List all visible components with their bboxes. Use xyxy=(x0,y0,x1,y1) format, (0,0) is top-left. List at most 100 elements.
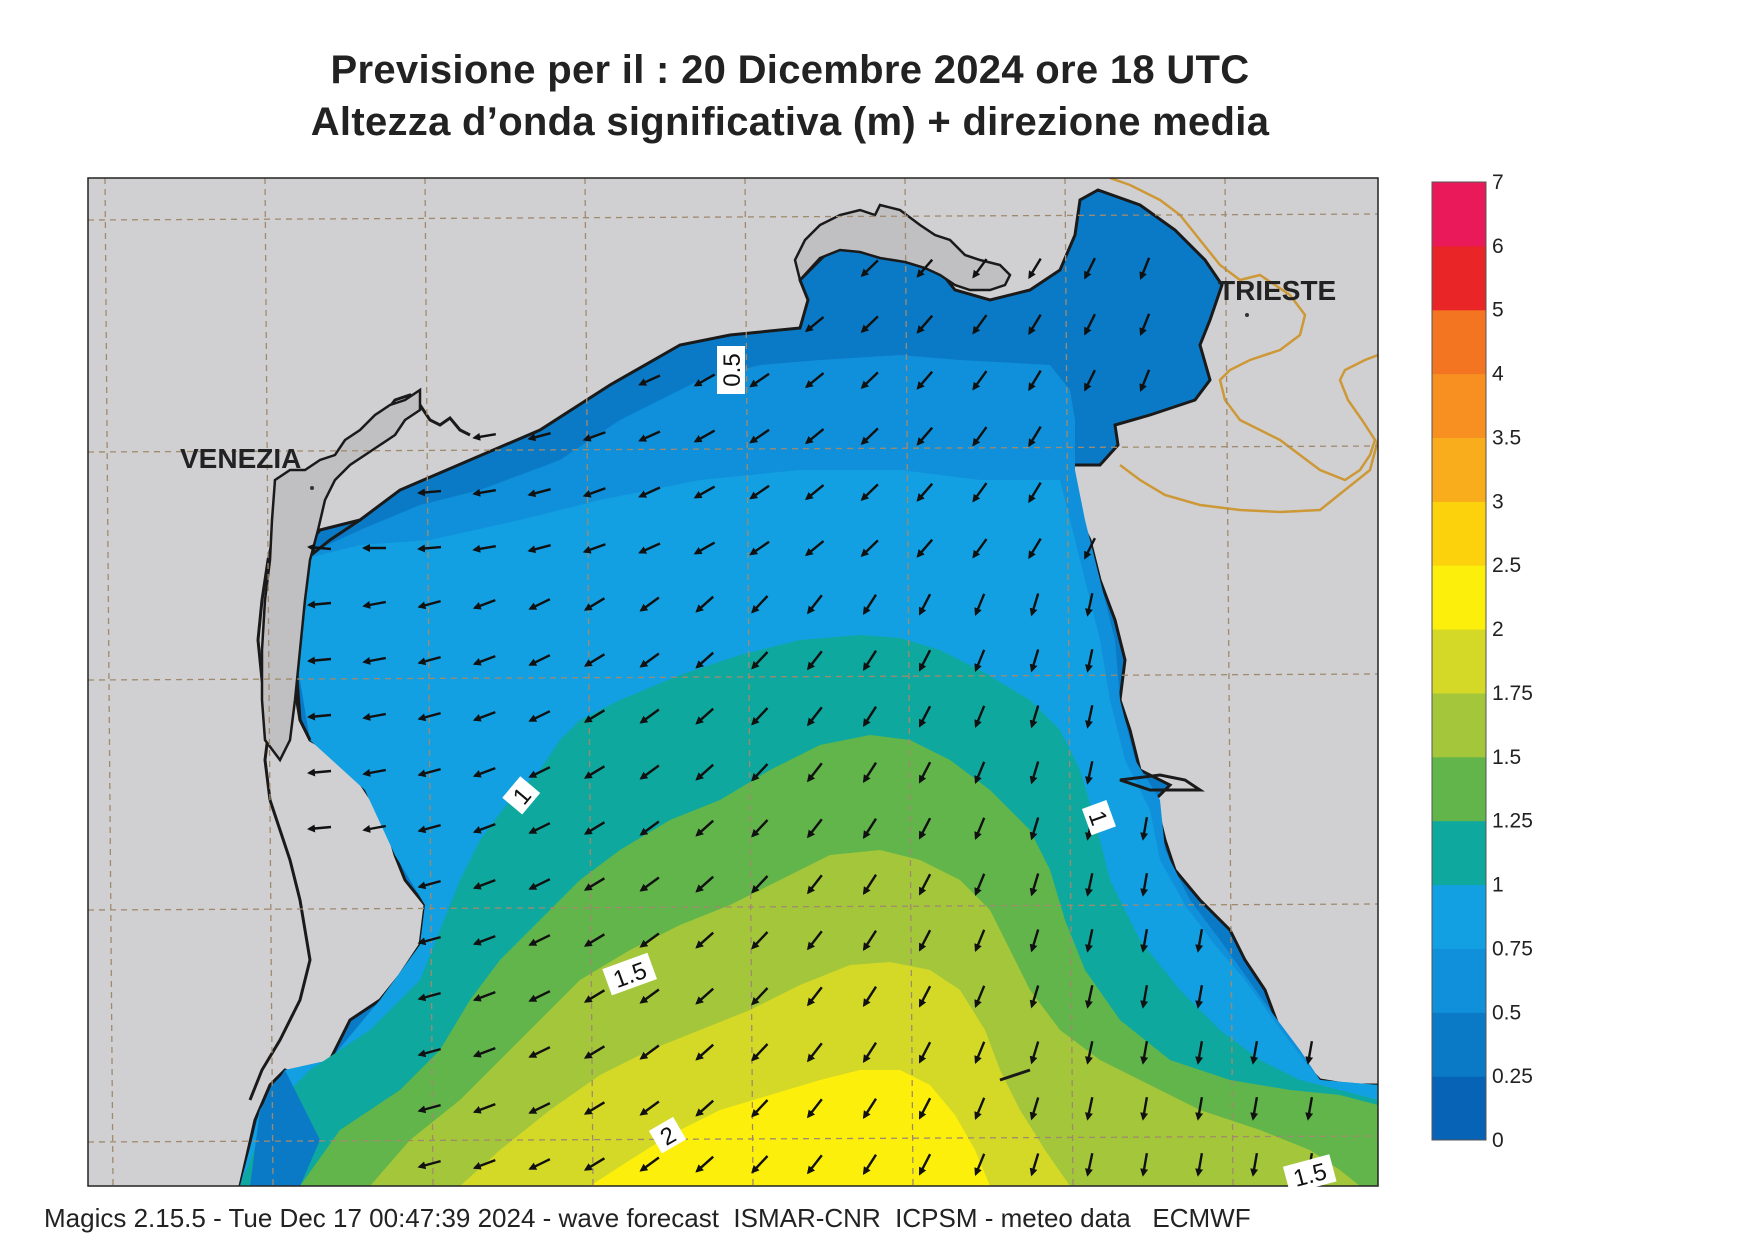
wave-arrow xyxy=(638,542,661,554)
grid-meridian xyxy=(1064,178,1074,1186)
wave-arrow xyxy=(417,823,441,834)
wave-arrow xyxy=(862,762,878,783)
wave-arrow xyxy=(695,763,714,781)
contour-label-05: 0.5 xyxy=(719,353,746,386)
wave-arrow xyxy=(639,764,660,780)
wave-arrow xyxy=(1085,704,1094,729)
wave-arrow xyxy=(582,431,606,442)
wave-arrow xyxy=(974,705,986,729)
wave-arrow xyxy=(1084,257,1096,280)
wave-arrow xyxy=(1085,1152,1094,1177)
wave-arrow xyxy=(583,597,606,611)
wave-arrow xyxy=(860,539,879,557)
wave-arrow xyxy=(751,987,769,1006)
wave-arrow xyxy=(972,482,988,503)
wave-arrow xyxy=(417,767,441,778)
wave-arrow xyxy=(1029,1097,1040,1121)
wave-arrow xyxy=(362,600,387,609)
wave-arrow xyxy=(638,486,661,498)
grid-meridian xyxy=(1224,178,1234,1186)
footer-credits: Magics 2.15.5 - Tue Dec 17 00:47:39 2024… xyxy=(44,1203,1251,1233)
legend-swatch xyxy=(1432,820,1486,886)
legend-tick-label: 5 xyxy=(1492,299,1504,322)
wave-arrow xyxy=(362,656,387,665)
legend-tick-label: 0.75 xyxy=(1492,937,1533,960)
wave-arrow xyxy=(751,819,769,838)
wave-arrow xyxy=(806,1098,823,1119)
legend-swatch xyxy=(1432,1012,1486,1077)
wave-arrow xyxy=(972,314,988,335)
wave-arrow xyxy=(918,929,932,952)
wave-arrow xyxy=(1029,705,1040,729)
wave-arrow xyxy=(472,710,496,722)
wave-arrow xyxy=(639,1044,660,1060)
wave-arrow xyxy=(695,1099,714,1117)
wave-arrow xyxy=(1195,1152,1204,1177)
wave-arrow xyxy=(472,1158,496,1170)
wave-arrow xyxy=(693,485,716,499)
wave-arrow xyxy=(918,873,932,896)
legend-swatch xyxy=(1432,373,1486,438)
wave-arrow xyxy=(472,1102,496,1114)
wave-arrow xyxy=(918,985,932,1008)
legend-frame xyxy=(1431,181,1487,1141)
wave-arrow xyxy=(583,1101,606,1115)
legend-swatch xyxy=(1432,884,1486,949)
legend-swatch xyxy=(1432,245,1486,311)
wave-arrow xyxy=(472,544,496,553)
wave-arrow xyxy=(806,818,823,839)
wave-arrow xyxy=(583,1157,606,1171)
wave-arrow xyxy=(916,426,934,446)
wave-arrow xyxy=(1140,816,1149,841)
wave-band-2-25 xyxy=(590,1070,990,1186)
color-legend: 0 0.25 0.5 0.75 1 1.25 1.5 1.75 2 2.5 3 3.5 4 5 6 7 xyxy=(1431,171,1533,1152)
wave-arrow xyxy=(751,931,769,950)
wave-arrow xyxy=(1028,369,1042,392)
wave-arrow xyxy=(862,874,878,895)
wave-arrow xyxy=(860,259,879,277)
wave-arrow xyxy=(639,820,660,836)
wave-arrow xyxy=(528,1102,551,1114)
wave-arrow xyxy=(1195,928,1204,953)
wave-arrow xyxy=(527,432,551,442)
wave-arrow xyxy=(1029,873,1040,897)
legend-swatch xyxy=(1432,629,1486,694)
wave-arrow xyxy=(806,1042,823,1063)
wave-arrow xyxy=(860,315,879,333)
wave-arrow xyxy=(918,817,932,840)
wave-arrow xyxy=(974,929,986,953)
wave-arrow xyxy=(804,316,825,333)
wave-arrow xyxy=(307,600,332,609)
wave-arrow xyxy=(695,1155,714,1173)
wave-arrow xyxy=(528,710,551,722)
legend-swatch xyxy=(1432,948,1486,1013)
wave-arrow xyxy=(1029,761,1040,785)
venice-lagoon xyxy=(260,387,422,763)
wave-arrow xyxy=(1140,984,1149,1009)
wave-arrow xyxy=(1028,313,1042,336)
wave-arrow xyxy=(916,314,934,334)
wave-arrow xyxy=(695,875,714,893)
wave-arrow xyxy=(639,652,660,668)
wave-arrow xyxy=(751,707,769,726)
wave-arrow xyxy=(1029,1041,1040,1065)
wave-arrow xyxy=(307,712,332,721)
wave-arrow xyxy=(583,933,606,947)
legend-tick-label: 1.75 xyxy=(1492,682,1533,705)
wave-arrow xyxy=(472,598,496,610)
wave-arrow xyxy=(1084,537,1096,560)
wave-arrow xyxy=(749,428,770,444)
wave-arrow xyxy=(1305,1096,1314,1121)
legend-swatch xyxy=(1432,756,1486,822)
wave-arrow xyxy=(528,822,551,834)
wave-arrow xyxy=(362,712,387,721)
wave-arrow xyxy=(974,761,986,785)
wave-arrow xyxy=(1085,648,1094,673)
wave-arrow xyxy=(639,1156,660,1172)
wave-arrow xyxy=(638,430,661,442)
wave-arrow xyxy=(528,990,551,1002)
wave-arrow xyxy=(583,989,606,1003)
wave-arrow xyxy=(1029,1153,1040,1177)
wave-arrow xyxy=(1305,1040,1314,1065)
wave-arrow xyxy=(417,1159,441,1170)
